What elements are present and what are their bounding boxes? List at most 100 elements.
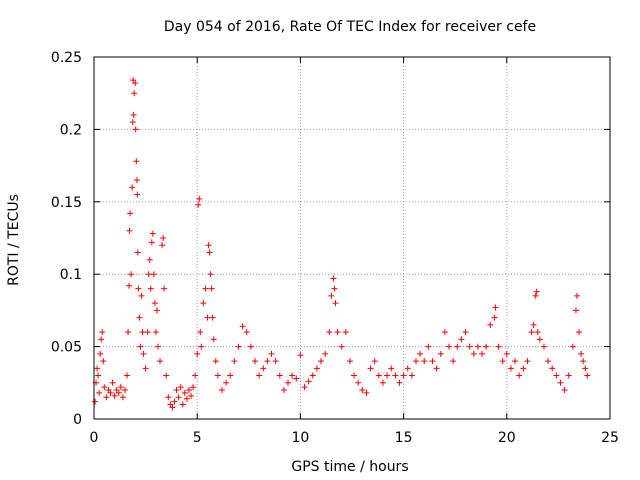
data-point bbox=[466, 343, 473, 350]
grid-lines bbox=[94, 57, 610, 419]
y-tick-label: 0 bbox=[73, 412, 82, 428]
y-tick-label: 0.15 bbox=[51, 195, 82, 211]
data-point bbox=[359, 387, 366, 394]
data-point bbox=[169, 404, 176, 411]
data-point bbox=[103, 394, 110, 401]
data-point bbox=[128, 271, 135, 278]
data-point bbox=[98, 336, 105, 343]
data-point bbox=[491, 314, 498, 321]
data-point bbox=[100, 358, 107, 365]
data-point bbox=[289, 372, 296, 379]
data-point bbox=[536, 336, 543, 343]
data-point bbox=[171, 398, 178, 405]
data-point bbox=[305, 378, 312, 385]
data-point bbox=[132, 80, 139, 87]
x-tick-label: 25 bbox=[601, 430, 619, 446]
data-point bbox=[134, 191, 141, 198]
y-tick-label: 0.05 bbox=[51, 340, 82, 356]
data-point bbox=[97, 350, 104, 357]
data-point bbox=[121, 387, 128, 394]
data-point bbox=[371, 358, 378, 365]
data-point bbox=[147, 285, 154, 292]
data-point bbox=[474, 343, 481, 350]
data-point bbox=[576, 329, 583, 336]
data-point bbox=[268, 350, 275, 357]
data-point bbox=[384, 372, 391, 379]
data-point bbox=[94, 365, 101, 372]
data-point bbox=[210, 336, 217, 343]
data-point bbox=[388, 365, 395, 372]
data-point bbox=[483, 343, 490, 350]
data-point bbox=[207, 271, 214, 278]
data-point bbox=[205, 242, 212, 249]
data-point bbox=[149, 230, 156, 237]
data-point bbox=[175, 394, 182, 401]
data-point bbox=[150, 271, 157, 278]
data-point bbox=[433, 365, 440, 372]
data-point bbox=[276, 372, 283, 379]
data-point bbox=[458, 336, 465, 343]
data-point bbox=[96, 389, 103, 396]
data-point bbox=[318, 358, 325, 365]
data-point bbox=[198, 343, 205, 350]
data-point bbox=[183, 395, 190, 402]
data-point bbox=[173, 387, 180, 394]
data-point bbox=[441, 329, 448, 336]
data-point bbox=[195, 201, 202, 208]
data-point bbox=[553, 372, 560, 379]
data-point bbox=[214, 372, 221, 379]
data-point bbox=[127, 210, 134, 217]
data-point bbox=[204, 314, 211, 321]
data-point bbox=[146, 256, 153, 263]
y-tick-label: 0.1 bbox=[60, 267, 82, 283]
data-point bbox=[165, 394, 172, 401]
data-point bbox=[161, 285, 168, 292]
data-point bbox=[582, 365, 589, 372]
data-point bbox=[192, 372, 199, 379]
data-point bbox=[177, 384, 184, 391]
data-point bbox=[534, 329, 541, 336]
data-point bbox=[212, 358, 219, 365]
data-point bbox=[338, 343, 345, 350]
data-point bbox=[408, 372, 415, 379]
data-point bbox=[95, 372, 102, 379]
data-point bbox=[200, 300, 207, 307]
x-tick-label: 15 bbox=[395, 430, 413, 446]
data-point bbox=[131, 90, 138, 97]
data-point bbox=[462, 329, 469, 336]
data-point bbox=[153, 307, 160, 314]
data-point bbox=[208, 285, 215, 292]
x-tick-label: 10 bbox=[291, 430, 309, 446]
data-point bbox=[454, 343, 461, 350]
y-axis-label: ROTI / TECUs bbox=[6, 194, 22, 286]
data-point bbox=[264, 358, 271, 365]
data-point bbox=[125, 329, 132, 336]
data-point bbox=[429, 358, 436, 365]
data-points bbox=[92, 77, 591, 411]
data-point bbox=[223, 379, 230, 386]
data-point bbox=[545, 358, 552, 365]
data-point bbox=[135, 285, 142, 292]
data-point bbox=[239, 323, 246, 330]
data-point bbox=[565, 372, 572, 379]
data-point bbox=[355, 379, 362, 386]
data-point bbox=[470, 350, 477, 357]
data-point bbox=[115, 389, 122, 396]
data-point bbox=[503, 350, 510, 357]
data-point bbox=[99, 329, 106, 336]
data-point bbox=[251, 358, 258, 365]
data-point bbox=[392, 372, 399, 379]
data-point bbox=[331, 285, 338, 292]
data-point bbox=[133, 158, 140, 165]
data-point bbox=[367, 365, 374, 372]
plot-frame bbox=[93, 56, 611, 420]
data-point bbox=[375, 372, 382, 379]
y-tick-label: 0.2 bbox=[60, 122, 82, 138]
data-point bbox=[194, 350, 201, 357]
data-point bbox=[111, 392, 118, 399]
data-point bbox=[227, 372, 234, 379]
data-point bbox=[512, 358, 519, 365]
data-point bbox=[572, 307, 579, 314]
data-point bbox=[328, 292, 335, 299]
